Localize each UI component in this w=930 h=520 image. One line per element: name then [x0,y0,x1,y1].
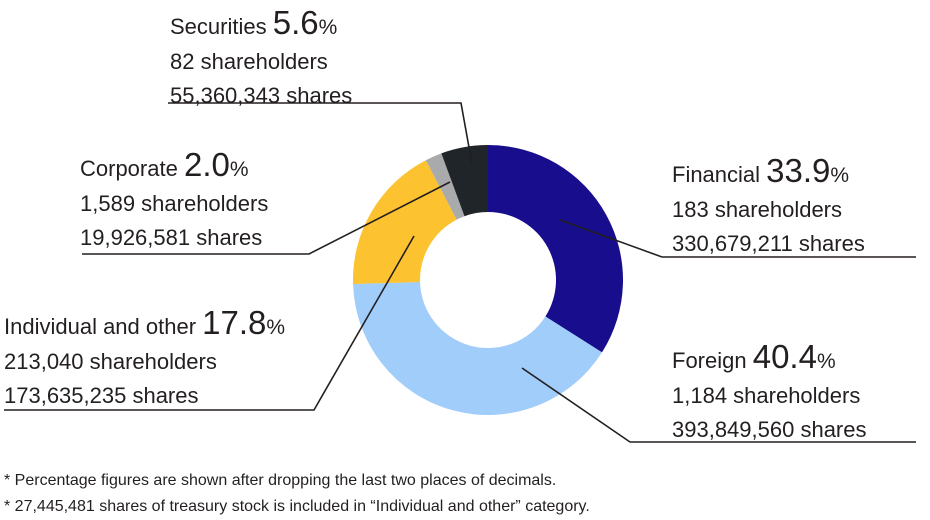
label-foreign-shareholders: 1,184 shareholders [672,383,861,408]
label-securities-shares: 55,360,343 shares [170,83,353,108]
label-individual-name: Individual and other [4,314,197,339]
label-foreign-shares: 393,849,560 shares [672,417,867,442]
label-financial-unit: % [830,164,850,187]
label-individual-shareholders: 213,040 shareholders [4,349,217,374]
label-individual-percent: 17.8 [202,304,267,341]
label-individual: Individual and other 17.8% 213,040 share… [4,306,285,413]
label-corporate-shares: 19,926,581 shares [80,225,263,250]
label-foreign-title: Foreign 40.4% [672,340,867,379]
label-financial-title: Financial 33.9% [672,154,865,193]
label-foreign-unit: % [816,350,836,373]
label-securities: Securities 5.6% 82 shareholders 55,360,3… [170,6,352,113]
label-financial-shareholders: 183 shareholders [672,197,843,222]
label-corporate-shareholders: 1,589 shareholders [80,191,269,216]
label-individual-title: Individual and other 17.8% [4,306,285,345]
label-financial: Financial 33.9% 183 shareholders 330,679… [672,154,865,261]
label-foreign: Foreign 40.4% 1,184 shareholders 393,849… [672,340,867,447]
label-corporate-title: Corporate 2.0% [80,148,268,187]
label-foreign-name: Foreign [672,348,747,373]
label-financial-percent: 33.9 [766,152,831,189]
footnote-percentage: * Percentage figures are shown after dro… [4,472,557,489]
donut-slices [353,145,623,415]
leader-line-foreign [521,367,916,443]
slice-securities [441,145,488,217]
label-securities-name: Securities [170,14,267,39]
label-financial-name: Financial [672,162,761,187]
label-individual-unit: % [266,316,286,339]
leader-line-financial [559,219,916,258]
slice-corporate [425,153,465,220]
label-securities-unit: % [318,16,338,39]
label-corporate-name: Corporate [80,156,178,181]
footnotes: * Percentage figures are shown after dro… [4,468,590,520]
slice-foreign [353,282,602,415]
label-securities-title: Securities 5.6% [170,6,352,45]
slice-financial [488,145,623,353]
leader-line-securities [168,102,473,165]
label-corporate-unit: % [229,158,249,181]
label-securities-shareholders: 82 shareholders [170,49,328,74]
leader-lines [4,102,916,443]
label-corporate: Corporate 2.0% 1,589 shareholders 19,926… [80,148,268,255]
leader-line-individual [4,235,415,411]
label-individual-shares: 173,635,235 shares [4,383,199,408]
label-foreign-percent: 40.4 [752,338,817,375]
leader-line-corporate [82,181,451,255]
label-financial-shares: 330,679,211 shares [672,231,865,256]
label-securities-percent: 5.6 [272,4,319,41]
footnote-treasury-stock: * 27,445,481 shares of treasury stock is… [4,498,590,515]
label-corporate-percent: 2.0 [183,146,230,183]
